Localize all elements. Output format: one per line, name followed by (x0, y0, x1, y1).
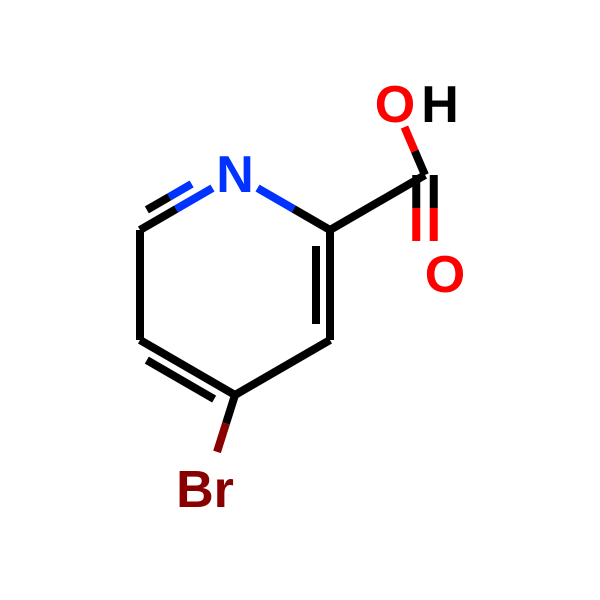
atom-h: H (421, 76, 459, 134)
bond (147, 197, 169, 210)
molecule-diagram: NOOHBr (0, 0, 600, 600)
bond (330, 175, 425, 230)
bond (258, 188, 294, 209)
atom-o: O (375, 76, 415, 134)
bond (169, 184, 191, 197)
bond (235, 340, 330, 395)
atom-br: Br (176, 461, 234, 519)
bond (415, 151, 425, 175)
atom-n: N (216, 146, 254, 204)
bond (217, 423, 226, 451)
atom-o: O (425, 246, 465, 304)
bond (294, 209, 330, 230)
bond (140, 209, 176, 230)
bond (226, 395, 235, 423)
